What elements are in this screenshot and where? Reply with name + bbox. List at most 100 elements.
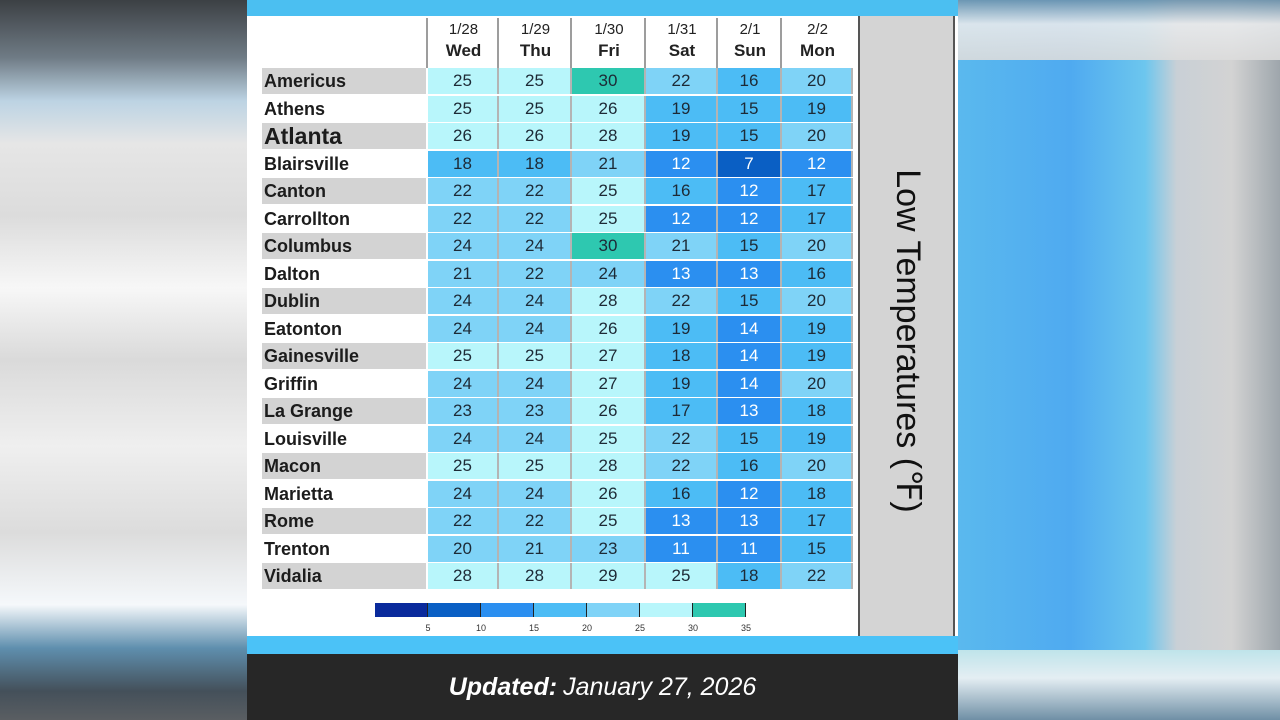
- temperature-cell: 24: [499, 425, 572, 452]
- city-name: Americus: [262, 68, 426, 94]
- temperature-cell: 23: [428, 398, 499, 424]
- temperature-cell: 28: [428, 563, 499, 589]
- temperature-cell: 25: [428, 68, 499, 94]
- legend-tick-label: 25: [634, 623, 646, 633]
- temperature-cell: 19: [646, 315, 718, 342]
- temperature-cell: 24: [428, 370, 499, 397]
- city-name: Trenton: [264, 538, 330, 559]
- color-legend: [375, 603, 746, 617]
- temperature-cell: 28: [572, 453, 646, 479]
- column-divider: [780, 18, 782, 68]
- blurred-background-right-bottom: [958, 650, 1280, 720]
- temperature-cell: 18: [782, 480, 853, 507]
- temperature-cell: 13: [718, 260, 782, 287]
- temperature-cell: 25: [572, 205, 646, 232]
- column-divider: [426, 18, 428, 68]
- column-date: 1/28: [448, 21, 479, 38]
- column-header: 1/28 Wed: [428, 20, 499, 62]
- column-day: Fri: [598, 41, 620, 60]
- legend-swatch: [428, 603, 481, 617]
- legend-swatch: [640, 603, 693, 617]
- city-name: Rome: [262, 508, 426, 534]
- temperature-cell: 16: [782, 260, 853, 287]
- legend-tick-label: 35: [740, 623, 752, 633]
- temperature-cell: 12: [718, 205, 782, 232]
- temperature-cell: 24: [499, 288, 572, 314]
- city-name: Louisville: [264, 428, 348, 449]
- temperature-cell: 24: [428, 425, 499, 452]
- city-name: Gainesville: [262, 343, 426, 369]
- temperature-cell: 12: [718, 480, 782, 507]
- temperature-cell: 25: [572, 425, 646, 452]
- temperature-cell: 18: [646, 343, 718, 369]
- temperature-cell: 11: [718, 535, 782, 562]
- city-name: La Grange: [262, 398, 426, 424]
- blurred-background-right-top: [958, 0, 1280, 60]
- temperature-cell: 25: [499, 95, 572, 122]
- temperature-cell: 22: [499, 260, 572, 287]
- column-date: 1/30: [594, 21, 624, 38]
- temperature-cell: 19: [782, 343, 853, 369]
- city-name: Griffin: [264, 373, 318, 394]
- temperature-cell: 22: [499, 205, 572, 232]
- temperature-cell: 16: [646, 178, 718, 204]
- temperature-cell: 15: [718, 233, 782, 259]
- temperature-cell: 19: [646, 95, 718, 122]
- temperature-cell: 11: [646, 535, 718, 562]
- temperature-cell: 26: [572, 398, 646, 424]
- temperature-cell: 21: [499, 535, 572, 562]
- temperature-cell: 25: [428, 453, 499, 479]
- updated-date: January 27, 2026: [563, 672, 757, 701]
- temperature-cell: 16: [718, 453, 782, 479]
- temperature-cell: 16: [646, 480, 718, 507]
- temperature-cell: 13: [646, 260, 718, 287]
- temperature-cell: 12: [718, 178, 782, 204]
- footer: Updated: January 27, 2026: [247, 654, 958, 720]
- temperature-cell: 14: [718, 343, 782, 369]
- column-date: 1/31: [667, 21, 697, 38]
- temperature-cell: 18: [718, 563, 782, 589]
- temperature-cell: 28: [572, 288, 646, 314]
- legend-swatch: [375, 603, 428, 617]
- temperature-cell: 24: [428, 233, 499, 259]
- column-header: 2/2 Mon: [782, 20, 853, 62]
- temperature-cell: 29: [572, 563, 646, 589]
- column-divider: [570, 18, 572, 68]
- temperature-cell: 22: [646, 288, 718, 314]
- temperature-cell: 26: [572, 315, 646, 342]
- blurred-background-left: [0, 0, 247, 720]
- column-divider: [644, 18, 646, 68]
- city-name: Marietta: [264, 483, 334, 504]
- temperature-cell: 19: [646, 370, 718, 397]
- temperature-cell: 21: [428, 260, 499, 287]
- temperature-cell: 18: [782, 398, 853, 424]
- temperature-cell: 15: [718, 288, 782, 314]
- temperature-cell: 19: [646, 123, 718, 149]
- temperature-cell: 27: [572, 343, 646, 369]
- temperature-cell: 28: [499, 563, 572, 589]
- title-panel: Low Temperatures (℉): [858, 16, 955, 636]
- chart-title: Low Temperatures (℉): [889, 169, 927, 513]
- temperature-cell: 22: [499, 178, 572, 204]
- temperature-cell: 21: [572, 150, 646, 177]
- temperature-cell: 22: [646, 68, 718, 94]
- legend-swatch: [534, 603, 587, 617]
- temperature-cell: 24: [428, 315, 499, 342]
- temperature-cell: 26: [499, 123, 572, 149]
- column-header: 2/1 Sun: [718, 20, 782, 62]
- temperature-cell: 25: [428, 343, 499, 369]
- temperature-cell: 17: [782, 508, 853, 534]
- column-day: Sun: [733, 41, 767, 60]
- legend-tick-label: 15: [528, 623, 540, 633]
- city-name: Dalton: [264, 263, 320, 284]
- temperature-cell: 20: [782, 233, 853, 259]
- temperature-cell: 17: [782, 205, 853, 232]
- column-day: Thu: [519, 41, 552, 60]
- column-day: Sat: [668, 41, 696, 60]
- temperature-cell: 22: [428, 508, 499, 534]
- temperature-cell: 22: [428, 205, 499, 232]
- updated-label: Updated:: [448, 672, 558, 701]
- temperature-cell: 30: [572, 68, 646, 94]
- column-header: 1/31 Sat: [646, 20, 718, 62]
- temperature-cell: 16: [718, 68, 782, 94]
